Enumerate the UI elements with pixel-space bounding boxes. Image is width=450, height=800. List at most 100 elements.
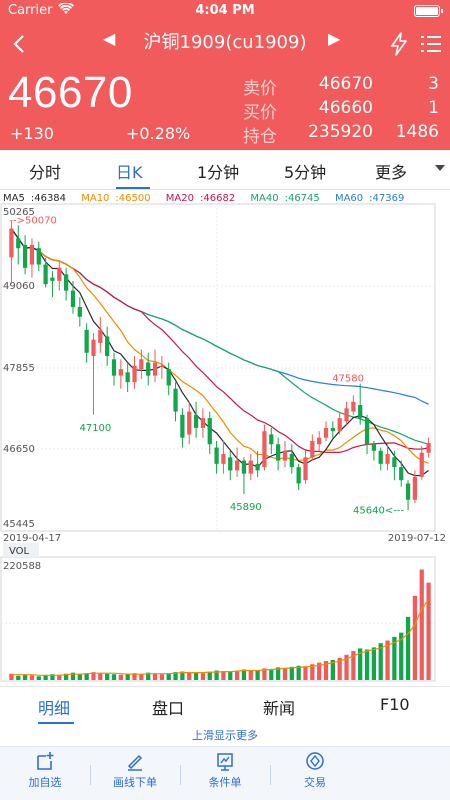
status-time: 4:04 PM	[195, 3, 255, 18]
menu-list-icon[interactable]	[421, 34, 441, 54]
price-change-percent: +0.28%	[126, 124, 191, 143]
volume-bar	[70, 672, 76, 680]
volume-bar	[330, 660, 335, 680]
candle-body	[29, 244, 35, 265]
ask-row: 卖价 46670 3	[243, 74, 443, 99]
candle-body	[152, 362, 158, 376]
candle-body	[173, 388, 178, 412]
open-interest-label: 持仓	[243, 127, 277, 147]
tab-order-book[interactable]: 盘口	[152, 699, 185, 718]
volume-bar	[426, 582, 431, 680]
candle-body	[214, 447, 219, 464]
draw-line-order-icon	[127, 754, 143, 771]
candle-body	[9, 228, 14, 258]
candle-body	[43, 264, 48, 285]
candle-body	[289, 454, 294, 468]
candle-body	[337, 418, 342, 432]
volume-bar	[269, 668, 274, 680]
tab-1-minute[interactable]: 1分钟	[197, 163, 240, 182]
candle-body	[84, 329, 89, 353]
bottom-toolbar: 加自选 画线下单 条件单 交易	[0, 746, 450, 800]
volume-bar	[255, 670, 260, 680]
volume-bar	[317, 662, 322, 680]
candle-body	[118, 369, 123, 376]
volume-bar	[200, 673, 206, 680]
ma60-line	[10, 228, 429, 405]
candle-body	[98, 329, 103, 343]
candle-body	[296, 467, 301, 484]
volume-bar	[234, 670, 240, 680]
candle-body	[77, 307, 82, 317]
candle-body	[419, 452, 424, 477]
kline-chart[interactable]: MA5:46384 MA10:46500 MA20:46682 MA40:467…	[0, 191, 450, 685]
candle-body	[139, 359, 144, 370]
kline-svg: 50265 49060 47855 46650 45445 2019-04-17…	[0, 203, 446, 682]
tab-details[interactable]: 明细	[38, 699, 71, 718]
candle-body	[276, 444, 281, 461]
lightning-icon[interactable]	[389, 32, 409, 56]
volume-bar	[29, 675, 35, 680]
volume-bar	[399, 632, 404, 680]
candle-body	[57, 267, 62, 281]
y-tick-label: 45445	[3, 519, 35, 530]
tab-more[interactable]: 更多	[375, 163, 408, 182]
candle-body	[125, 372, 130, 383]
ask-price: 46670	[318, 74, 373, 94]
previous-contract-icon[interactable]: ◀	[103, 29, 116, 48]
y-tick-label: 50265	[3, 207, 35, 218]
tab-daily-k[interactable]: 日K	[116, 163, 143, 182]
ma40-line	[10, 228, 429, 445]
volume-bar	[337, 657, 342, 680]
next-contract-icon[interactable]: ▶	[328, 29, 341, 48]
price-label: 45890	[230, 502, 262, 513]
volume-bar	[43, 675, 48, 680]
chevron-down-icon[interactable]	[435, 165, 445, 171]
candle-body	[241, 460, 247, 474]
trade-icon	[306, 752, 324, 770]
trade-button[interactable]: 交易	[270, 751, 360, 790]
price-label: 47580	[332, 373, 364, 384]
volume-bar	[378, 643, 383, 680]
volume-bar	[173, 672, 178, 680]
volume-bar	[241, 669, 247, 680]
volume-ma-line	[11, 599, 430, 676]
candle-body	[180, 414, 185, 438]
tab-intraday[interactable]: 分时	[29, 163, 62, 182]
volume-bar	[132, 673, 137, 680]
candle-body	[351, 401, 356, 412]
ma10-line	[10, 228, 429, 464]
tab-5-minute[interactable]: 5分钟	[284, 163, 327, 182]
candle-body	[50, 277, 55, 281]
candle-body	[282, 450, 288, 461]
volume-bar	[22, 674, 28, 680]
volume-label: VOL	[9, 546, 30, 557]
tab-f10[interactable]: F10	[380, 695, 410, 714]
volume-bar	[64, 673, 69, 680]
swipe-up-hint[interactable]: 上滑显示更多	[192, 729, 258, 742]
volume-bar	[146, 672, 151, 680]
ma60-legend: MA60:47369	[334, 193, 405, 204]
y-tick-label: 49060	[3, 281, 35, 292]
add-watchlist-button[interactable]: 加自选	[0, 751, 90, 790]
candle-body	[378, 450, 383, 464]
volume-bar	[180, 671, 185, 680]
volume-bar	[118, 674, 123, 680]
conditional-order-button[interactable]: 条件单	[180, 751, 270, 790]
price-change: +130	[10, 124, 54, 143]
contract-title[interactable]: 沪铜1909(cu1909)	[143, 32, 307, 53]
candle-body	[132, 365, 137, 383]
candle-body	[159, 365, 164, 367]
volume-bar	[57, 674, 62, 680]
candle-body	[70, 290, 76, 308]
tab-news[interactable]: 新闻	[263, 699, 296, 718]
battery-icon	[414, 5, 443, 17]
trade-label: 交易	[304, 776, 326, 789]
back-arrow-icon[interactable]	[8, 32, 32, 56]
volume-bar	[248, 670, 253, 680]
candle-body	[405, 483, 411, 500]
draw-line-order-button[interactable]: 画线下单	[90, 751, 180, 790]
volume-max-label: 220588	[3, 561, 41, 572]
ma40-legend: MA40:46745	[250, 193, 320, 204]
candle-body	[16, 238, 21, 249]
candle-body	[269, 434, 274, 445]
